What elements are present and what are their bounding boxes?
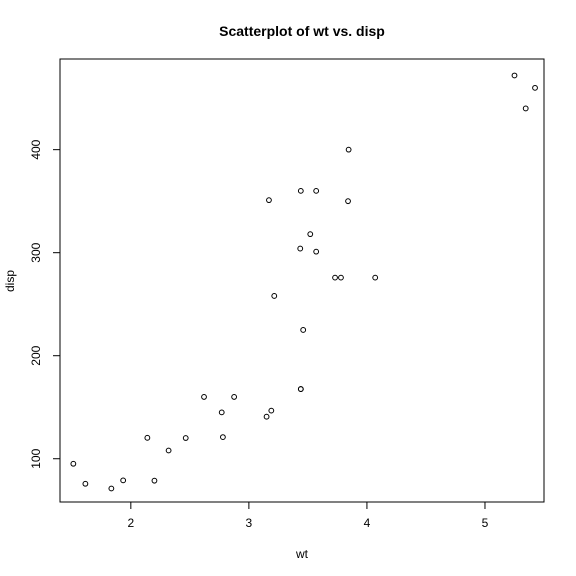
scatter-point: [151, 477, 158, 484]
scatter-point: [220, 434, 226, 440]
scatter-point: [165, 447, 172, 454]
scatter-point: [307, 231, 314, 238]
x-tick-label: 5: [482, 516, 489, 530]
scatter-point: [345, 146, 352, 153]
scatter-point: [297, 386, 304, 392]
y-tick-label: 100: [29, 448, 43, 468]
x-tick-label: 3: [246, 516, 253, 530]
scatter-point: [338, 274, 344, 281]
scatter-point: [313, 187, 320, 194]
x-tick-label: 2: [127, 516, 134, 530]
scatter-point: [144, 434, 151, 441]
scatter-point: [511, 72, 518, 79]
y-tick-label: 300: [29, 242, 43, 262]
y-axis: 100 200 300 400: [29, 139, 61, 469]
scatter-point: [263, 413, 270, 420]
scatter-point: [297, 245, 304, 252]
scatter-point: [300, 327, 307, 333]
scatter-point: [297, 187, 304, 194]
scatter-point: [345, 198, 351, 205]
data-points: [70, 72, 538, 492]
scatter-point: [332, 274, 338, 281]
scatter-point: [532, 84, 538, 91]
y-tick-label: 200: [29, 345, 43, 365]
x-tick-label: 4: [364, 516, 371, 530]
scatter-point: [120, 477, 127, 484]
chart-title: Scatterplot of wt vs. disp: [219, 23, 385, 39]
scatter-point: [268, 407, 275, 414]
scatter-point: [522, 105, 529, 112]
scatter-point: [218, 409, 225, 416]
scatter-point: [313, 248, 320, 255]
x-axis: 2 3 4 5: [127, 501, 489, 530]
plot-frame: [59, 58, 545, 503]
scatter-point: [271, 293, 278, 299]
scatter-point: [372, 274, 379, 281]
scatter-point: [266, 197, 272, 204]
scatter-point: [182, 435, 189, 441]
scatter-point: [201, 394, 207, 400]
scatter-point: [108, 485, 115, 492]
scatter-point: [82, 480, 89, 487]
x-axis-label: wt: [295, 547, 309, 561]
scatter-point: [70, 460, 77, 467]
y-axis-label: disp: [3, 270, 17, 292]
scatter-point: [231, 394, 238, 400]
y-tick-label: 400: [29, 139, 43, 159]
